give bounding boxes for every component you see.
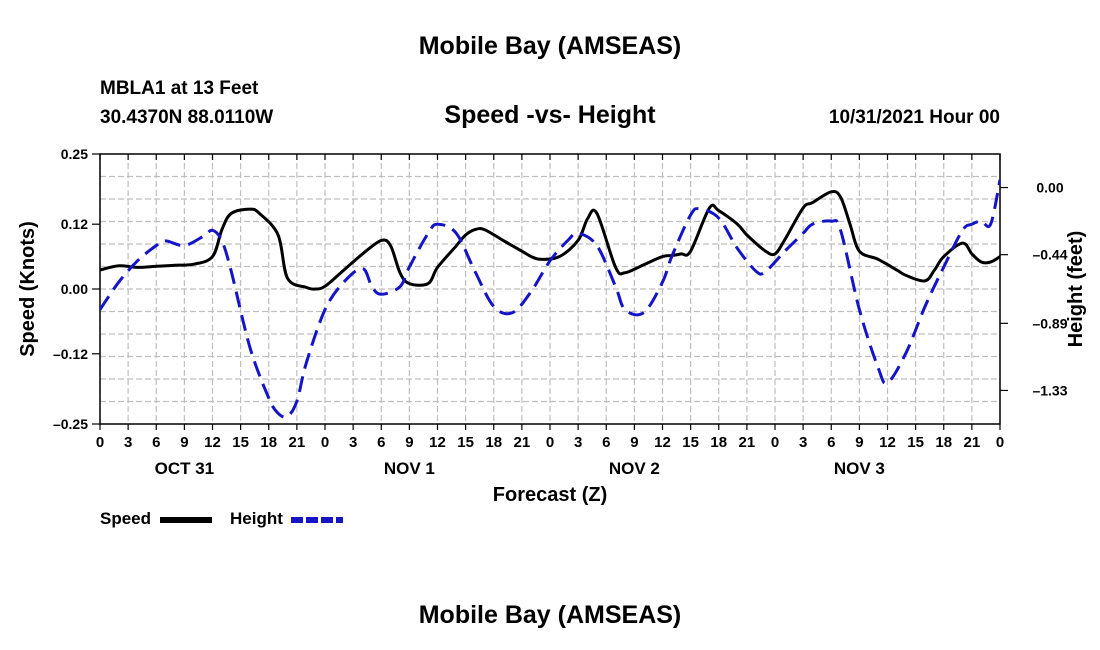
legend-speed-label: Speed (100, 509, 152, 528)
y-tick-label: 0.12 (61, 216, 88, 232)
day-label: NOV 2 (609, 459, 660, 478)
grid (99, 154, 1001, 424)
x-tick-label: 18 (260, 434, 277, 451)
x-tick-label: 0 (96, 434, 104, 451)
day-label: NOV 1 (384, 459, 435, 478)
x-tick-label: 3 (124, 434, 132, 451)
x-tick-label: 3 (799, 434, 807, 451)
x-tick-label: 6 (377, 434, 385, 451)
top-title: Mobile Bay (AMSEAS) (418, 32, 682, 60)
y-tick-label: –0.25 (53, 416, 88, 432)
series-line-height (100, 179, 1000, 419)
x-tick-label: 15 (232, 434, 249, 451)
x-tick-label: 0 (996, 434, 1004, 451)
x-tick-label: 9 (405, 434, 413, 451)
y-tick-label: 0.00 (61, 281, 88, 297)
x-tick-label: 12 (429, 434, 446, 451)
run-time-label: 10/31/2021 Hour 00 (828, 107, 1000, 128)
series-line-speed (100, 190, 1000, 291)
y2-tick-label: 0.00 (1036, 180, 1063, 196)
day-label: NOV 3 (834, 459, 885, 478)
x-tick-label: 9 (180, 434, 188, 451)
y2-tick-label: –0.89 (1032, 315, 1067, 331)
x-tick-label: 6 (152, 434, 160, 451)
x-tick-label: 18 (935, 434, 952, 451)
x-tick-label: 9 (630, 434, 638, 451)
x-tick-label: 18 (710, 434, 727, 451)
x-tick-label: 6 (827, 434, 835, 451)
x-tick-label: 12 (879, 434, 896, 451)
x-tick-label: 0 (321, 434, 329, 451)
x-tick-label: 21 (739, 434, 756, 451)
x-tick-label: 15 (682, 434, 699, 451)
x-tick-label: 9 (855, 434, 863, 451)
y2-tick-label: –0.44 (1032, 247, 1067, 263)
x-tick-label: 21 (289, 434, 306, 451)
x-tick-label: 21 (964, 434, 981, 451)
station-label: MBLA1 at 13 Feet (100, 78, 259, 99)
x-tick-label: 12 (654, 434, 671, 451)
x-tick-label: 12 (204, 434, 221, 451)
y-tick-label: 0.25 (61, 146, 88, 162)
x-tick-label: 0 (771, 434, 779, 451)
x-tick-label: 18 (485, 434, 502, 451)
x-tick-label: 21 (514, 434, 531, 451)
y2-tick-label: –1.33 (1032, 382, 1067, 398)
legend-height-label: Height (230, 509, 283, 528)
y2-axis-title: Height (feet) (1065, 231, 1087, 348)
bottom-title: Mobile Bay (AMSEAS) (418, 601, 682, 629)
y-tick-label: –0.12 (53, 346, 88, 362)
y-axis-title: Speed (Knots) (17, 221, 39, 357)
x-tick-label: 15 (907, 434, 924, 451)
chart-title: Speed -vs- Height (444, 101, 656, 129)
coords-label: 30.4370N 88.0110W (100, 107, 274, 128)
day-label: OCT 31 (155, 459, 215, 478)
x-tick-label: 15 (457, 434, 474, 451)
x-tick-label: 6 (602, 434, 610, 451)
x-tick-label: 0 (546, 434, 554, 451)
x-axis-title: Forecast (Z) (493, 484, 607, 506)
x-tick-label: 3 (349, 434, 357, 451)
x-tick-label: 3 (574, 434, 582, 451)
